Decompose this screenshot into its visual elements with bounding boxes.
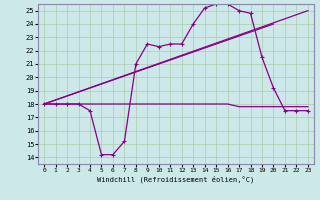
X-axis label: Windchill (Refroidissement éolien,°C): Windchill (Refroidissement éolien,°C) — [97, 176, 255, 183]
